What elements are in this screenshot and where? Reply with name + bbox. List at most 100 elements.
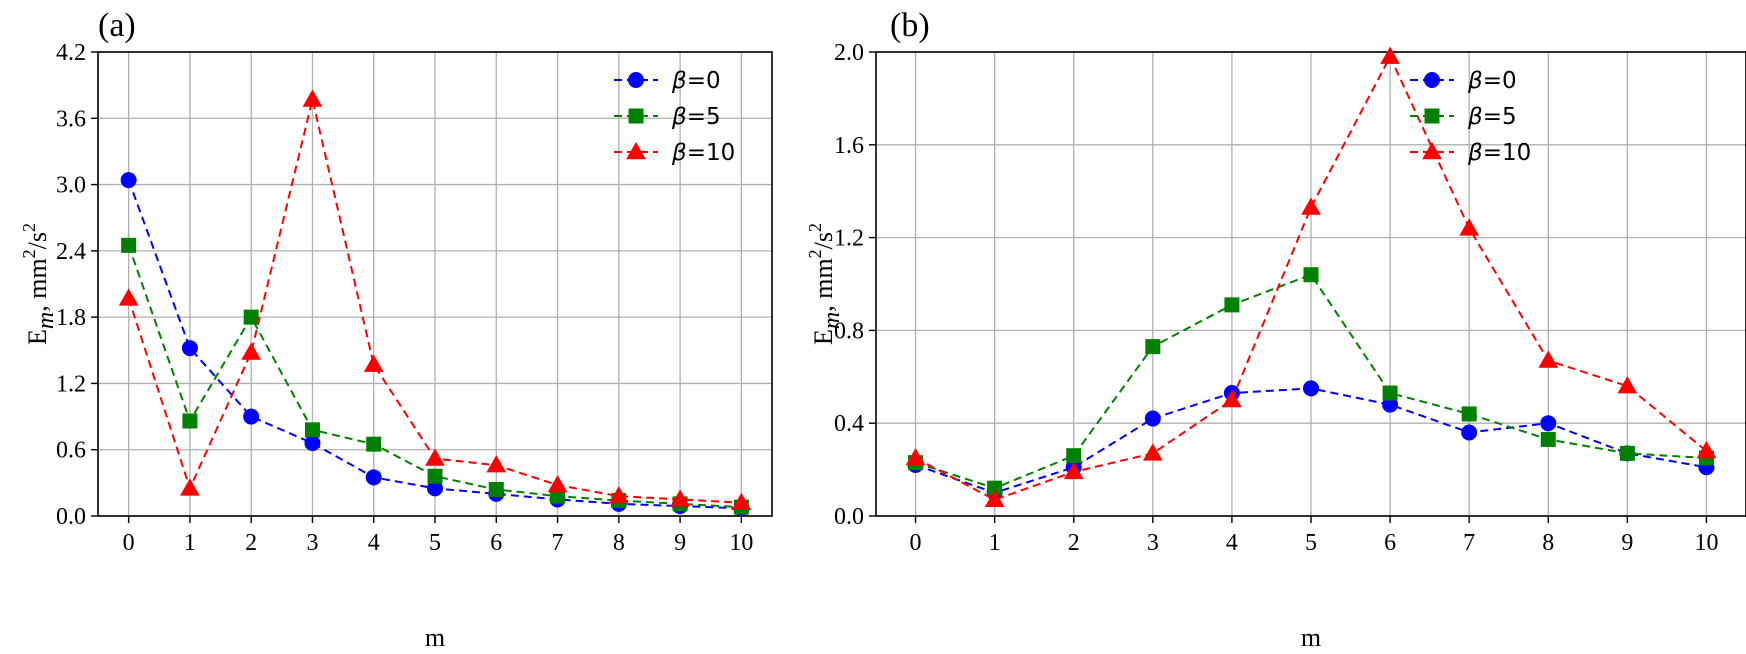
y-tick-label: 2.4: [56, 239, 86, 265]
data-point: [1303, 267, 1319, 283]
data-point: [1303, 380, 1319, 397]
data-point: [1538, 350, 1559, 368]
grid: [876, 51, 1746, 517]
legend: β=0β=5β=10: [614, 68, 735, 166]
x-tick-label: 2: [245, 530, 257, 556]
data-point: [731, 492, 752, 510]
legend-greek: β: [671, 140, 687, 166]
legend-greek: β: [671, 68, 687, 94]
data-point: [181, 340, 198, 357]
data-point: [670, 489, 690, 507]
data-point: [488, 481, 504, 497]
data-point: [1301, 197, 1321, 215]
y-axis-label-part: 2: [19, 249, 39, 258]
legend-marker: [626, 141, 646, 160]
series-line: [915, 54, 1708, 501]
y-axis-label-part: m: [33, 312, 59, 329]
legend-suffix: =0: [687, 68, 721, 94]
y-tick-label: 4.2: [56, 40, 86, 66]
data-point: [1063, 461, 1084, 480]
legend-marker: [628, 72, 644, 88]
data-point: [241, 342, 262, 360]
legend-suffix: =10: [687, 140, 736, 166]
y-axis-label: Em, mm2/s2: [805, 223, 845, 345]
legend-greek: β: [671, 104, 687, 130]
legend-suffix: =5: [687, 104, 721, 130]
y-axis-label-part: 2: [805, 249, 825, 258]
legend-greek: β: [1467, 140, 1483, 166]
y-tick-label: 3.0: [56, 173, 86, 199]
data-point: [302, 89, 323, 107]
x-tick-label: 4: [368, 530, 380, 556]
data-point: [1696, 441, 1717, 459]
y-axis-label-part: /s: [809, 232, 838, 249]
data-point: [365, 469, 382, 486]
legend-marker: [628, 108, 644, 124]
x-tick-label: 10: [729, 530, 753, 556]
legend-label: β=0: [1467, 68, 1517, 94]
y-tick-label: 0.0: [834, 504, 864, 530]
legend-suffix: =5: [1483, 104, 1517, 130]
x-tick-label: 1: [989, 530, 1001, 556]
x-tick-label: 5: [1305, 530, 1317, 556]
y-axis-label-part: E: [809, 329, 838, 345]
x-tick-label: 3: [1147, 530, 1159, 556]
data-point: [366, 436, 382, 452]
data-point: [1461, 406, 1477, 422]
legend-marker: [1424, 72, 1440, 88]
legend-label: β=5: [1467, 104, 1517, 130]
series-triangle: [905, 46, 1717, 508]
y-tick-label: 0.6: [56, 438, 86, 464]
x-tick-label: 6: [490, 530, 502, 556]
data-point: [905, 447, 926, 466]
data-point: [182, 413, 198, 429]
y-axis-label-part: 2: [19, 223, 39, 232]
y-tick-label: 0.8: [834, 318, 864, 344]
y-tick-label: 1.6: [834, 133, 864, 159]
y-axis-label-part: 2: [805, 223, 825, 232]
panel-label: (b): [890, 7, 930, 44]
data-point: [1461, 424, 1478, 441]
y-axis-label: Em, mm2/s2: [19, 223, 59, 345]
x-tick-label: 4: [1226, 530, 1238, 556]
data-point: [1142, 443, 1163, 461]
y-axis-label-part: , mm: [809, 258, 838, 311]
x-tick-label: 10: [1694, 530, 1718, 556]
legend-greek: β: [1467, 68, 1483, 94]
data-point: [1617, 376, 1638, 394]
x-tick-label: 2: [1068, 530, 1080, 556]
y-tick-label: 3.6: [56, 106, 86, 132]
data-point: [118, 288, 139, 306]
legend-suffix: =0: [1483, 68, 1517, 94]
y-axis-label-part: /s: [23, 232, 52, 249]
legend-marker: [1422, 141, 1442, 160]
data-point: [1222, 389, 1242, 408]
chart-panel-a: 0 1 2 3 4 5 6 7 8 9 100.00.61.21.82.43.03.64.2mEm,…: [19, 7, 773, 652]
series-line: [915, 273, 1707, 490]
data-point: [427, 468, 443, 484]
x-axis-label: m: [1301, 623, 1321, 652]
data-point: [1459, 218, 1480, 236]
legend: β=0β=5β=10: [1410, 68, 1531, 166]
data-point: [243, 309, 259, 325]
data-point: [1145, 339, 1161, 355]
data-point: [984, 489, 1005, 508]
y-axis-label-part: E: [23, 329, 52, 345]
legend-label: β=5: [671, 104, 721, 130]
x-tick-label: 3: [306, 530, 318, 556]
y-tick-label: 0.0: [56, 504, 86, 530]
x-tick-label: 1: [184, 530, 196, 556]
data-point: [425, 448, 445, 466]
x-tick-label: 7: [552, 530, 564, 556]
data-point: [243, 408, 260, 425]
x-tick-label: 9: [674, 530, 686, 556]
x-tick-label: 0: [910, 530, 922, 556]
x-tick-label: 5: [429, 530, 441, 556]
data-point: [180, 478, 200, 496]
x-tick-label: 0: [123, 530, 135, 556]
data-point: [547, 475, 568, 493]
data-point: [121, 237, 137, 253]
data-point: [1540, 415, 1557, 432]
